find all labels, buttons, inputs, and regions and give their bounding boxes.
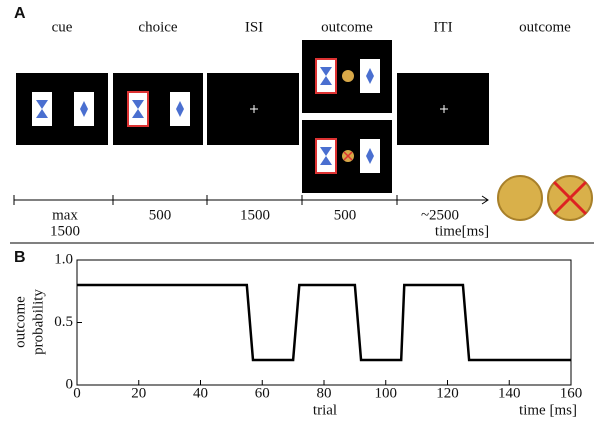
stage-label: cue — [52, 19, 73, 35]
x-axis-title: trial — [313, 402, 337, 418]
duration-label: 500 — [334, 207, 357, 223]
x-tick-label: 0 — [73, 385, 81, 401]
panel-label: B — [14, 249, 26, 266]
duration-label: ~2500 — [421, 207, 459, 223]
duration-label: 500 — [149, 207, 172, 223]
y-tick-label: 0.5 — [54, 314, 73, 330]
stage-label: outcome — [321, 19, 373, 35]
screens — [14, 40, 592, 220]
stage-label: choice — [138, 19, 177, 35]
x-tick-label: 80 — [317, 385, 332, 401]
y-tick-label: 1.0 — [54, 251, 73, 267]
x-tick-label: 60 — [255, 385, 270, 401]
y-axis-title: probability — [30, 289, 46, 355]
page: A cue choice ISI outcome ITI outcome max… — [0, 0, 594, 425]
plot-frame — [77, 260, 571, 385]
duration-label: 1500 — [240, 207, 270, 223]
stage-label: outcome — [519, 19, 571, 35]
duration-label: max — [52, 207, 78, 223]
duration-label: 1500 — [50, 223, 80, 239]
x-tick-label: 100 — [375, 385, 398, 401]
x-tick-label: 20 — [131, 385, 146, 401]
line — [77, 285, 571, 360]
x-tick-label: 140 — [498, 385, 521, 401]
panel-label: A — [14, 5, 26, 22]
y-axis-title: outcome — [12, 296, 28, 348]
stage-label: ISI — [245, 19, 263, 35]
x-tick-label: 40 — [193, 385, 208, 401]
x-tick-label: 160 — [560, 385, 583, 401]
x-tick-label: 120 — [436, 385, 459, 401]
time-label: time[ms] — [435, 223, 489, 239]
y-tick-label: 0 — [66, 376, 74, 392]
x-axis-title: time [ms] — [519, 402, 577, 418]
stage-label: ITI — [433, 19, 452, 35]
figure: A cue choice ISI outcome ITI outcome max… — [0, 0, 594, 425]
